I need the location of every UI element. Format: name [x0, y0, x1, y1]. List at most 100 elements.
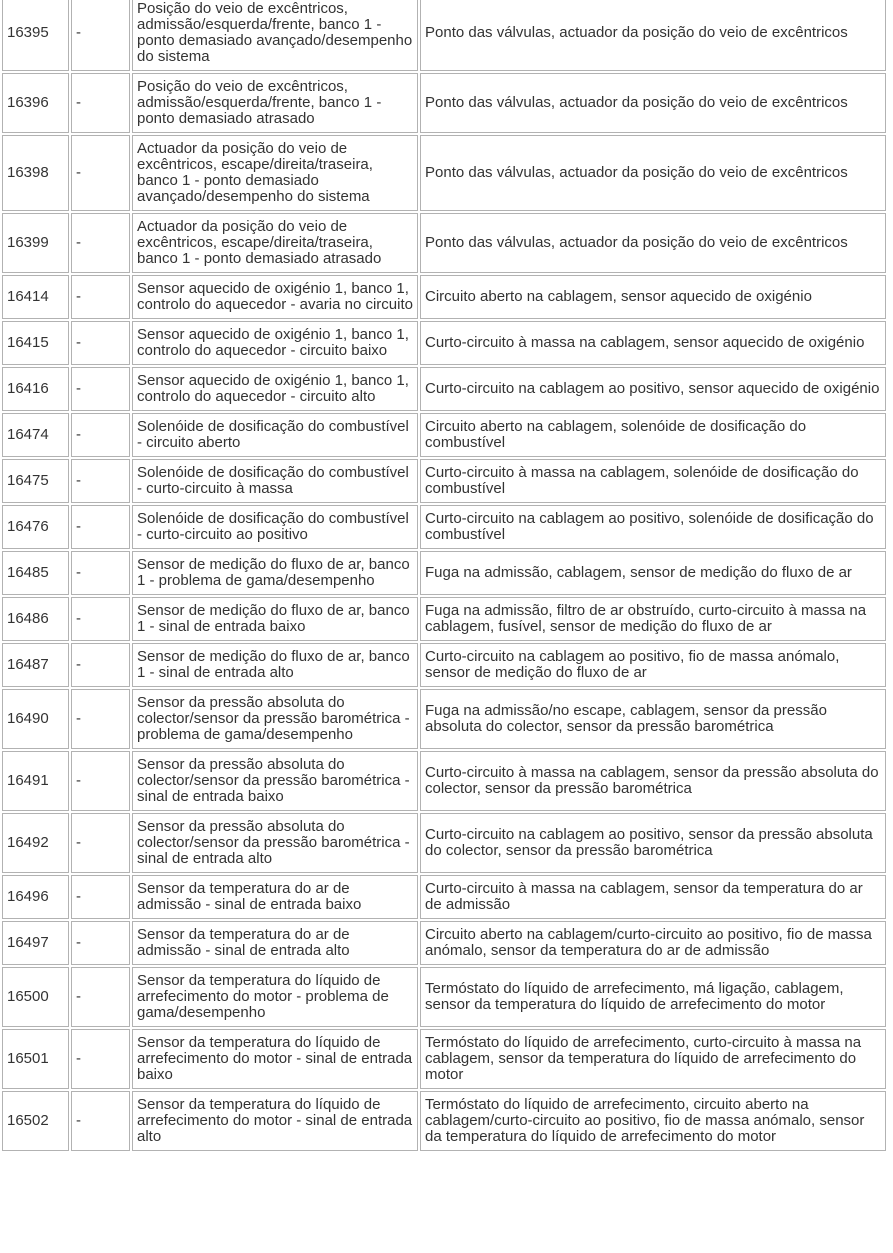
- code-cell: 16416: [2, 367, 69, 411]
- table-row: 16398 - Actuador da posição do veio de e…: [2, 135, 886, 211]
- description-cell: Sensor de medição do fluxo de ar, banco …: [132, 597, 418, 641]
- table-row: 16474 - Solenóide de dosificação do comb…: [2, 413, 886, 457]
- causes-cell: Ponto das válvulas, actuador da posição …: [420, 213, 886, 273]
- table-row: 16485 - Sensor de medição do fluxo de ar…: [2, 551, 886, 595]
- causes-cell: Circuito aberto na cablagem/curto-circui…: [420, 921, 886, 965]
- code-cell: 16487: [2, 643, 69, 687]
- causes-cell: Curto-circuito à massa na cablagem, sens…: [420, 321, 886, 365]
- code-cell: 16398: [2, 135, 69, 211]
- code-cell: 16395: [2, 0, 69, 71]
- table-row: 16490 - Sensor da pressão absoluta do co…: [2, 689, 886, 749]
- causes-cell: Fuga na admissão, cablagem, sensor de me…: [420, 551, 886, 595]
- description-cell: Sensor aquecido de oxigénio 1, banco 1, …: [132, 321, 418, 365]
- subcode-cell: -: [71, 689, 130, 749]
- code-cell: 16396: [2, 73, 69, 133]
- table-row: 16491 - Sensor da pressão absoluta do co…: [2, 751, 886, 811]
- code-cell: 16476: [2, 505, 69, 549]
- subcode-cell: -: [71, 0, 130, 71]
- table-row: 16502 - Sensor da temperatura do líquido…: [2, 1091, 886, 1151]
- causes-cell: Ponto das válvulas, actuador da posição …: [420, 0, 886, 71]
- subcode-cell: -: [71, 321, 130, 365]
- table-row: 16500 - Sensor da temperatura do líquido…: [2, 967, 886, 1027]
- description-cell: Sensor de medição do fluxo de ar, banco …: [132, 551, 418, 595]
- subcode-cell: -: [71, 459, 130, 503]
- causes-cell: Circuito aberto na cablagem, solenóide d…: [420, 413, 886, 457]
- subcode-cell: -: [71, 967, 130, 1027]
- code-cell: 16474: [2, 413, 69, 457]
- causes-cell: Curto-circuito na cablagem ao positivo, …: [420, 367, 886, 411]
- subcode-cell: -: [71, 751, 130, 811]
- description-cell: Sensor da temperatura do ar de admissão …: [132, 921, 418, 965]
- description-cell: Sensor da temperatura do líquido de arre…: [132, 967, 418, 1027]
- code-cell: 16500: [2, 967, 69, 1027]
- description-cell: Sensor da pressão absoluta do colector/s…: [132, 689, 418, 749]
- causes-cell: Curto-circuito na cablagem ao positivo, …: [420, 505, 886, 549]
- table-row: 16486 - Sensor de medição do fluxo de ar…: [2, 597, 886, 641]
- causes-cell: Fuga na admissão/no escape, cablagem, se…: [420, 689, 886, 749]
- description-cell: Sensor da temperatura do ar de admissão …: [132, 875, 418, 919]
- causes-cell: Curto-circuito à massa na cablagem, sole…: [420, 459, 886, 503]
- table-row: 16501 - Sensor da temperatura do líquido…: [2, 1029, 886, 1089]
- causes-cell: Ponto das válvulas, actuador da posição …: [420, 73, 886, 133]
- subcode-cell: -: [71, 213, 130, 273]
- table-row: 16395 - Posição do veio de excêntricos, …: [2, 0, 886, 71]
- subcode-cell: -: [71, 413, 130, 457]
- description-cell: Sensor da pressão absoluta do colector/s…: [132, 751, 418, 811]
- description-cell: Sensor da temperatura do líquido de arre…: [132, 1029, 418, 1089]
- table-row: 16497 - Sensor da temperatura do ar de a…: [2, 921, 886, 965]
- subcode-cell: -: [71, 275, 130, 319]
- code-cell: 16496: [2, 875, 69, 919]
- subcode-cell: -: [71, 597, 130, 641]
- table-row: 16416 - Sensor aquecido de oxigénio 1, b…: [2, 367, 886, 411]
- subcode-cell: -: [71, 367, 130, 411]
- causes-cell: Curto-circuito na cablagem ao positivo, …: [420, 813, 886, 873]
- table-row: 16415 - Sensor aquecido de oxigénio 1, b…: [2, 321, 886, 365]
- table-row: 16492 - Sensor da pressão absoluta do co…: [2, 813, 886, 873]
- description-cell: Sensor da pressão absoluta do colector/s…: [132, 813, 418, 873]
- code-cell: 16486: [2, 597, 69, 641]
- code-cell: 16491: [2, 751, 69, 811]
- code-cell: 16415: [2, 321, 69, 365]
- code-cell: 16492: [2, 813, 69, 873]
- subcode-cell: -: [71, 1029, 130, 1089]
- table-row: 16476 - Solenóide de dosificação do comb…: [2, 505, 886, 549]
- table-row: 16487 - Sensor de medição do fluxo de ar…: [2, 643, 886, 687]
- table-row: 16396 - Posição do veio de excêntricos, …: [2, 73, 886, 133]
- description-cell: Actuador da posição do veio de excêntric…: [132, 213, 418, 273]
- causes-cell: Curto-circuito à massa na cablagem, sens…: [420, 751, 886, 811]
- description-cell: Actuador da posição do veio de excêntric…: [132, 135, 418, 211]
- causes-cell: Circuito aberto na cablagem, sensor aque…: [420, 275, 886, 319]
- fault-table-body: 16395 - Posição do veio de excêntricos, …: [2, 0, 886, 1151]
- description-cell: Solenóide de dosificação do combustível …: [132, 505, 418, 549]
- description-cell: Sensor aquecido de oxigénio 1, banco 1, …: [132, 275, 418, 319]
- code-cell: 16502: [2, 1091, 69, 1151]
- subcode-cell: -: [71, 921, 130, 965]
- table-row: 16496 - Sensor da temperatura do ar de a…: [2, 875, 886, 919]
- causes-cell: Fuga na admissão, filtro de ar obstruído…: [420, 597, 886, 641]
- code-cell: 16501: [2, 1029, 69, 1089]
- table-row: 16475 - Solenóide de dosificação do comb…: [2, 459, 886, 503]
- causes-cell: Curto-circuito na cablagem ao positivo, …: [420, 643, 886, 687]
- description-cell: Posição do veio de excêntricos, admissão…: [132, 0, 418, 71]
- subcode-cell: -: [71, 135, 130, 211]
- causes-cell: Termóstato do líquido de arrefecimento, …: [420, 1091, 886, 1151]
- code-cell: 16485: [2, 551, 69, 595]
- code-cell: 16475: [2, 459, 69, 503]
- causes-cell: Termóstato do líquido de arrefecimento, …: [420, 967, 886, 1027]
- subcode-cell: -: [71, 813, 130, 873]
- description-cell: Solenóide de dosificação do combustível …: [132, 459, 418, 503]
- code-cell: 16399: [2, 213, 69, 273]
- subcode-cell: -: [71, 505, 130, 549]
- subcode-cell: -: [71, 643, 130, 687]
- subcode-cell: -: [71, 875, 130, 919]
- causes-cell: Ponto das válvulas, actuador da posição …: [420, 135, 886, 211]
- description-cell: Sensor aquecido de oxigénio 1, banco 1, …: [132, 367, 418, 411]
- subcode-cell: -: [71, 73, 130, 133]
- table-row: 16399 - Actuador da posição do veio de e…: [2, 213, 886, 273]
- fault-code-table: 16395 - Posição do veio de excêntricos, …: [2, 0, 886, 1151]
- causes-cell: Termóstato do líquido de arrefecimento, …: [420, 1029, 886, 1089]
- causes-cell: Curto-circuito à massa na cablagem, sens…: [420, 875, 886, 919]
- subcode-cell: -: [71, 551, 130, 595]
- subcode-cell: -: [71, 1091, 130, 1151]
